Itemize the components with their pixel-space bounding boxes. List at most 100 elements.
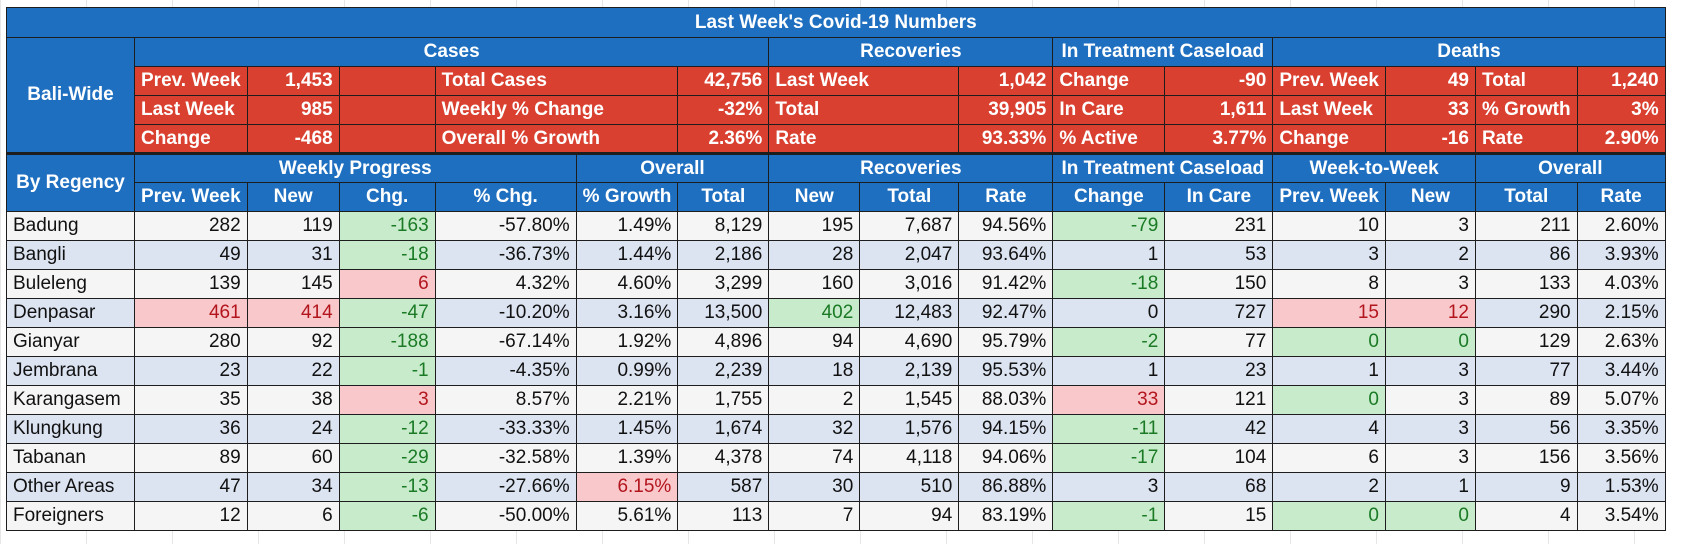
summary-label: Rate	[1474, 124, 1578, 154]
summary-label: Last Week	[768, 66, 960, 96]
table-cell: 2	[1384, 240, 1476, 270]
table-cell: 4,118	[859, 443, 960, 473]
table-cell: 95.53%	[958, 356, 1054, 386]
overall-header: Overall	[575, 152, 770, 183]
table-cell: 282	[134, 211, 248, 241]
table-cell: -79	[1052, 211, 1166, 241]
column-header: New	[1384, 182, 1476, 212]
table-row: Karangasem 35 38 3 8.57% 2.21% 1,755 2 1,545 88.0…	[6, 385, 1666, 415]
table-cell: 77	[1164, 327, 1274, 357]
table-cell: 34	[246, 472, 340, 502]
table-cell: 33	[1052, 385, 1166, 415]
table-cell: 31	[246, 240, 340, 270]
covid-table: Last Week's Covid-19 Numbers Bali-Wide C…	[6, 7, 1666, 531]
table-cell: 156	[1474, 443, 1578, 473]
table-cell: -27.66%	[434, 472, 577, 502]
regency-name: Bangli	[6, 240, 135, 270]
table-row: Buleleng 139 145 6 4.32% 4.60% 3,299 160 3,016 91…	[6, 269, 1666, 299]
table-cell: 6.15%	[575, 472, 679, 502]
table-cell: 86	[1474, 240, 1578, 270]
table-cell: 24	[246, 414, 340, 444]
summary-row: Change -468 Overall % Growth 2.36% Rate 93.33…	[7, 124, 1666, 154]
table-cell: 77	[1474, 356, 1578, 386]
table-cell: -10.20%	[434, 298, 577, 328]
table-cell: 1.39%	[575, 443, 679, 473]
table-cell: 7,687	[859, 211, 960, 241]
table-cell: 6	[338, 269, 436, 299]
table-cell: 1,755	[677, 385, 770, 415]
deaths-header: Deaths	[1272, 37, 1666, 67]
table-cell: -4.35%	[434, 356, 577, 386]
table-cell: 36	[134, 414, 248, 444]
table-cell: 121	[1164, 385, 1274, 415]
table-cell: 0	[1052, 298, 1166, 328]
table-cell: 587	[677, 472, 770, 502]
table-cell: 2,139	[859, 356, 960, 386]
table-cell: 8	[1272, 269, 1386, 299]
summary-label: Last Week	[1272, 95, 1386, 125]
table-cell: 4,378	[677, 443, 770, 473]
table-cell: 94.15%	[958, 414, 1054, 444]
table-cell: 0	[1272, 501, 1386, 531]
table-cell: 4,896	[677, 327, 770, 357]
column-header: Rate	[1576, 182, 1666, 212]
table-cell: 1,576	[859, 414, 960, 444]
table-cell: 56	[1474, 414, 1578, 444]
table-cell: 1.53%	[1576, 472, 1666, 502]
table-row: Other Areas 47 34 -13 -27.66% 6.15% 587 30 510 86…	[6, 472, 1666, 502]
table-cell: 94.56%	[958, 211, 1054, 241]
table-cell: 2.60%	[1576, 211, 1666, 241]
table-cell: 47	[134, 472, 248, 502]
summary-label: % Growth	[1474, 95, 1578, 125]
table-cell: 113	[677, 501, 770, 531]
table-cell: 3.54%	[1576, 501, 1666, 531]
table-cell: 4,690	[859, 327, 960, 357]
summary-blank	[338, 66, 436, 96]
table-row: Klungkung 36 24 -12 -33.33% 1.45% 1,674 32 1,576…	[6, 414, 1666, 444]
table-cell: 91.42%	[958, 269, 1054, 299]
column-header: Rate	[958, 182, 1054, 212]
table-cell: 35	[134, 385, 248, 415]
regency-group-header-row: By Regency Weekly Progress Overall Recov…	[6, 152, 1666, 212]
overall-deaths-header: Overall	[1474, 152, 1666, 183]
summary-label: Rate	[768, 124, 960, 154]
week-to-week-header: Week-to-Week	[1272, 152, 1476, 183]
table-cell: -47	[338, 298, 436, 328]
table-cell: 129	[1474, 327, 1578, 357]
table-cell: 4.03%	[1576, 269, 1666, 299]
table-cell: 231	[1164, 211, 1274, 241]
regency-name: Denpasar	[6, 298, 135, 328]
table-cell: 2	[1272, 472, 1386, 502]
table-cell: 10	[1272, 211, 1386, 241]
column-header: Total	[859, 182, 960, 212]
table-cell: 3	[1384, 443, 1476, 473]
summary-value: 49	[1384, 66, 1476, 96]
table-cell: 3	[1384, 414, 1476, 444]
table-cell: -18	[1052, 269, 1166, 299]
table-cell: 2,047	[859, 240, 960, 270]
regency-in-treatment-header: In Treatment Caseload	[1052, 152, 1274, 183]
table-cell: 145	[246, 269, 340, 299]
table-cell: 195	[768, 211, 861, 241]
summary-label: Total	[1474, 66, 1578, 96]
summary-row: Last Week 985 Weekly % Change -32% Total 39,9…	[7, 95, 1666, 125]
summary-blank	[338, 124, 436, 154]
table-cell: 0	[1384, 501, 1476, 531]
table-cell: 94	[859, 501, 960, 531]
table-row: Foreigners 12 6 -6 -50.00% 5.61% 113 7 94 83.19% -…	[6, 501, 1666, 531]
summary-label: % Active	[1052, 124, 1166, 154]
in-treatment-header: In Treatment Caseload	[1052, 37, 1274, 67]
table-cell: 3	[1384, 269, 1476, 299]
table-cell: 2.21%	[575, 385, 679, 415]
table-cell: 211	[1474, 211, 1578, 241]
table-cell: 2,186	[677, 240, 770, 270]
table-cell: 1,674	[677, 414, 770, 444]
table-cell: 23	[134, 356, 248, 386]
table-cell: -6	[338, 501, 436, 531]
table-cell: 6	[246, 501, 340, 531]
summary-label: Total	[768, 95, 960, 125]
regency-name: Karangasem	[6, 385, 135, 415]
table-cell: 3	[1384, 356, 1476, 386]
column-header: % Growth	[575, 182, 679, 212]
